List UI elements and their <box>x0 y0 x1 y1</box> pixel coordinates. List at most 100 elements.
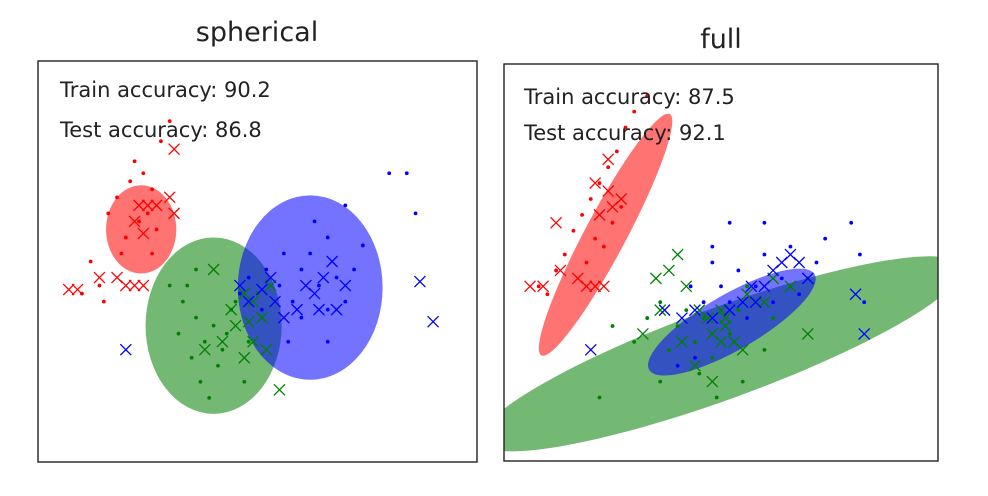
train-point-class2 <box>290 299 295 304</box>
train-point-class2 <box>710 260 715 265</box>
train-point-class1 <box>658 379 663 384</box>
test-point-class0 <box>602 185 615 197</box>
train-point-class2 <box>862 300 867 305</box>
test-point-class2 <box>242 295 255 308</box>
train-point-class2 <box>753 284 758 289</box>
test-point-class1 <box>706 328 719 340</box>
train-point-class1 <box>697 371 702 376</box>
test-point-class2 <box>736 296 749 309</box>
test-point-class1 <box>247 335 260 348</box>
train-point-class1 <box>745 284 749 289</box>
train-point-class2 <box>688 284 693 289</box>
train-point-class0 <box>128 179 133 184</box>
test-point-class0 <box>537 280 550 293</box>
test-point-class1 <box>675 335 688 348</box>
train-point-class2 <box>299 315 304 320</box>
test-point-class2 <box>339 279 352 292</box>
test-point-class0 <box>615 193 628 205</box>
test-point-class1 <box>719 312 732 325</box>
test-point-class0 <box>593 208 606 221</box>
test-point-class2 <box>706 312 719 325</box>
train-point-class2 <box>788 244 793 249</box>
train-point-class2 <box>299 267 304 272</box>
test-point-class2 <box>317 271 330 284</box>
axes-frame-1 <box>503 63 939 462</box>
test-point-class0 <box>589 280 602 293</box>
test-point-class0 <box>550 216 563 229</box>
train-point-class2 <box>343 203 348 208</box>
ellipse-class2 <box>648 268 816 376</box>
train-point-class1 <box>710 355 715 360</box>
train-point-class0 <box>593 236 598 241</box>
train-point-class1 <box>736 308 741 313</box>
train-point-class2 <box>277 283 282 288</box>
test-point-class0 <box>141 199 154 212</box>
train-point-class0 <box>610 220 615 225</box>
train-point-class2 <box>343 299 348 304</box>
train-point-class2 <box>317 283 321 288</box>
train-point-class2 <box>238 291 242 296</box>
train-point-class2 <box>286 339 291 344</box>
train-point-class0 <box>588 197 593 201</box>
test-point-class1 <box>706 375 719 388</box>
train-point-class2 <box>259 307 264 312</box>
train-point-class0 <box>601 244 606 249</box>
test-point-class1 <box>216 335 229 348</box>
train-point-class1 <box>771 316 775 320</box>
ellipse-class2 <box>237 195 383 380</box>
train-point-class2 <box>264 267 269 272</box>
train-point-class2 <box>693 355 697 360</box>
train-point-class0 <box>101 299 106 304</box>
test-point-class2 <box>308 287 321 300</box>
test-point-class1 <box>654 304 667 317</box>
train-point-class2 <box>719 284 723 289</box>
test-point-class2 <box>427 315 440 328</box>
train-point-class0 <box>619 205 624 209</box>
train-point-class1 <box>714 395 719 400</box>
train-point-class1 <box>194 315 198 320</box>
train-point-class2 <box>281 251 286 256</box>
train-point-class1 <box>610 324 615 328</box>
train-point-class0 <box>88 259 93 264</box>
train-point-class1 <box>216 363 220 368</box>
train-point-class0 <box>562 252 567 257</box>
test-point-class0 <box>62 283 75 296</box>
test-point-class1 <box>260 343 273 356</box>
train-point-class2 <box>849 220 854 225</box>
test-point-class2 <box>849 288 862 301</box>
train-point-class2 <box>779 276 784 281</box>
test-point-class0 <box>602 153 615 166</box>
test-point-class1 <box>801 328 814 340</box>
test-point-class0 <box>133 199 145 212</box>
train-point-class1 <box>701 316 706 320</box>
train-point-class0 <box>159 139 163 144</box>
train-point-class0 <box>137 219 141 224</box>
test-point-class0 <box>168 207 181 220</box>
train-point-class0 <box>554 268 558 273</box>
test-point-class1 <box>207 263 220 276</box>
test-point-class0 <box>119 279 132 292</box>
train-point-class2 <box>762 252 767 257</box>
train-point-class0 <box>536 284 541 289</box>
train-point-class1 <box>693 340 697 344</box>
train-point-class2 <box>701 300 706 305</box>
test-point-class2 <box>793 256 806 269</box>
panel-title-spherical: spherical <box>195 17 319 48</box>
train-point-class2 <box>710 244 715 249</box>
test-point-class1 <box>242 315 255 328</box>
train-point-class0 <box>632 109 637 114</box>
panel-title-full: full <box>700 24 742 55</box>
test-point-class2 <box>233 279 246 292</box>
test-accuracy-label: Test accuracy: 92.1 <box>523 121 726 145</box>
test-point-class1 <box>671 248 684 261</box>
plot-area-1 <box>504 93 938 452</box>
test-point-class1 <box>649 272 662 285</box>
test-point-class0 <box>554 264 567 277</box>
train-point-class1 <box>658 300 663 305</box>
train-point-class2 <box>762 220 767 225</box>
train-point-class1 <box>684 308 689 313</box>
train-point-class2 <box>325 235 330 240</box>
train-point-class0 <box>614 149 619 154</box>
test-point-class2 <box>801 272 814 285</box>
test-point-class2 <box>291 303 303 316</box>
